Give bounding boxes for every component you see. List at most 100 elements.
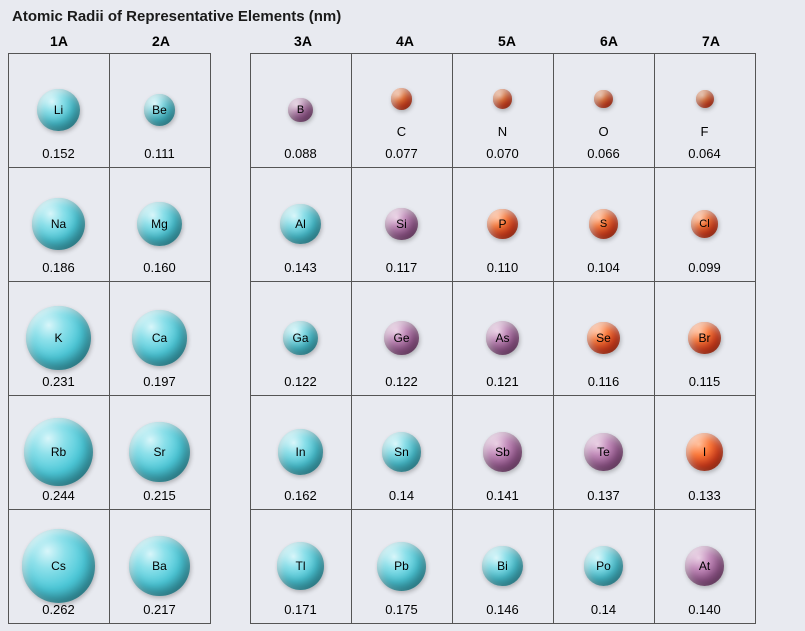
element-cell: Sn 0.14 <box>351 395 453 510</box>
atom-sphere: K <box>26 306 91 371</box>
radius-value: 0.231 <box>9 374 109 389</box>
element-cell: As 0.121 <box>452 281 554 396</box>
atom-sphere: Ge <box>384 321 418 355</box>
atom-sphere: As <box>486 321 520 355</box>
radius-value: 0.197 <box>110 374 210 389</box>
element-cell: Tl0.171 <box>250 509 352 624</box>
radius-value: 0.141 <box>453 488 553 503</box>
radius-value: 0.162 <box>251 488 351 503</box>
radius-value: 0.099 <box>655 260 755 275</box>
atom-sphere: Ba <box>129 536 190 597</box>
group-header: 6A <box>558 29 660 53</box>
radius-value: 0.116 <box>554 374 654 389</box>
group-column: F0.064 Cl 0.099 Br 0.115 I 0.133 At0.140 <box>654 53 755 623</box>
radius-value: 0.121 <box>453 374 553 389</box>
element-cell: Ca 0.197 <box>109 281 211 396</box>
element-cell: Si 0.117 <box>351 167 453 282</box>
atom-sphere: Br <box>688 322 720 354</box>
element-cell: K 0.231 <box>8 281 110 396</box>
radius-value: 0.133 <box>655 488 755 503</box>
element-cell: Bi 0.146 <box>452 509 554 624</box>
element-cell: F0.064 <box>654 53 756 168</box>
element-cell: At0.140 <box>654 509 756 624</box>
atom-sphere: Sb <box>483 432 522 471</box>
radius-value: 0.152 <box>9 146 109 161</box>
atom-sphere: Tl <box>277 542 325 590</box>
element-symbol: O <box>598 124 608 139</box>
radius-value: 0.14 <box>554 602 654 617</box>
group-column: B0.088Al0.143Ga0.122In0.162Tl0.171 <box>250 53 351 623</box>
group-header: 4A <box>354 29 456 53</box>
group-column: N 0.070 P0.110 As 0.121 Sb 0.141 Bi 0.146 <box>452 53 553 623</box>
element-symbol: N <box>498 124 507 139</box>
atom-sphere <box>594 90 612 108</box>
atom-sphere: Mg <box>137 202 182 247</box>
radius-value: 0.117 <box>352 260 452 275</box>
atom-sphere: B <box>288 98 313 123</box>
element-cell: Ba0.217 <box>109 509 211 624</box>
atom-sphere: Cl <box>691 210 719 238</box>
element-cell: Po 0.14 <box>553 509 655 624</box>
radius-value: 0.070 <box>453 146 553 161</box>
chart-title: Atomic Radii of Representative Elements … <box>8 8 797 25</box>
atom-sphere: I <box>686 433 723 470</box>
group-header: 2A <box>110 29 212 53</box>
atom-sphere: Ga <box>283 321 317 355</box>
element-cell: Al0.143 <box>250 167 352 282</box>
radius-value: 0.262 <box>9 602 109 617</box>
element-cell: Ge 0.122 <box>351 281 453 396</box>
atom-sphere <box>493 89 513 109</box>
radius-value: 0.175 <box>352 602 452 617</box>
group-column: O 0.066 S0.104 Se 0.116 Te 0.137 Po 0.14 <box>553 53 654 623</box>
atom-sphere: Se <box>587 322 619 354</box>
atom-sphere: Na <box>32 198 84 250</box>
radius-value: 0.064 <box>655 146 755 161</box>
radius-value: 0.066 <box>554 146 654 161</box>
radius-value: 0.115 <box>655 374 755 389</box>
radius-value: 0.122 <box>251 374 351 389</box>
group-header: 3A <box>252 29 354 53</box>
element-cell: O 0.066 <box>553 53 655 168</box>
radius-value: 0.143 <box>251 260 351 275</box>
radius-value: 0.160 <box>110 260 210 275</box>
element-cell: C 0.077 <box>351 53 453 168</box>
radius-value: 0.137 <box>554 488 654 503</box>
atom-sphere: S <box>589 209 618 238</box>
radius-value: 0.122 <box>352 374 452 389</box>
atom-sphere <box>696 90 714 108</box>
atomic-radii-chart: Atomic Radii of Representative Elements … <box>0 0 805 623</box>
element-cell: Rb0.244 <box>8 395 110 510</box>
atom-sphere: Te <box>584 433 622 471</box>
radius-value: 0.215 <box>110 488 210 503</box>
atom-sphere: Sr <box>129 422 189 482</box>
element-cell: Li 0.152 <box>8 53 110 168</box>
atom-sphere: Si <box>385 208 418 241</box>
atom-sphere: Po <box>584 546 623 585</box>
radius-value: 0.244 <box>9 488 109 503</box>
element-cell: Cs0.262 <box>8 509 110 624</box>
element-cell: I 0.133 <box>654 395 756 510</box>
element-cell: Na 0.186 <box>8 167 110 282</box>
radius-value: 0.111 <box>110 146 210 161</box>
element-cell: Te 0.137 <box>553 395 655 510</box>
element-grid: Li0.152Na0.186K0.231Rb0.244Cs0.262Be0.11… <box>8 53 797 623</box>
element-cell: Ga 0.122 <box>250 281 352 396</box>
atom-sphere: P <box>487 209 518 240</box>
atom-sphere: Li <box>37 89 80 132</box>
atom-sphere: Ca <box>132 310 187 365</box>
group-header: 1A <box>8 29 110 53</box>
atom-sphere: Be <box>144 94 175 125</box>
element-cell: In0.162 <box>250 395 352 510</box>
element-cell: P0.110 <box>452 167 554 282</box>
radius-value: 0.186 <box>9 260 109 275</box>
atom-sphere: Bi <box>482 546 523 587</box>
element-cell: Br 0.115 <box>654 281 756 396</box>
element-cell: S0.104 <box>553 167 655 282</box>
atom-sphere: Sn <box>382 432 421 471</box>
radius-value: 0.14 <box>352 488 452 503</box>
atom-sphere: Cs <box>22 529 95 602</box>
radius-value: 0.077 <box>352 146 452 161</box>
atom-sphere: At <box>685 546 724 585</box>
element-symbol: C <box>397 124 406 139</box>
radius-value: 0.146 <box>453 602 553 617</box>
